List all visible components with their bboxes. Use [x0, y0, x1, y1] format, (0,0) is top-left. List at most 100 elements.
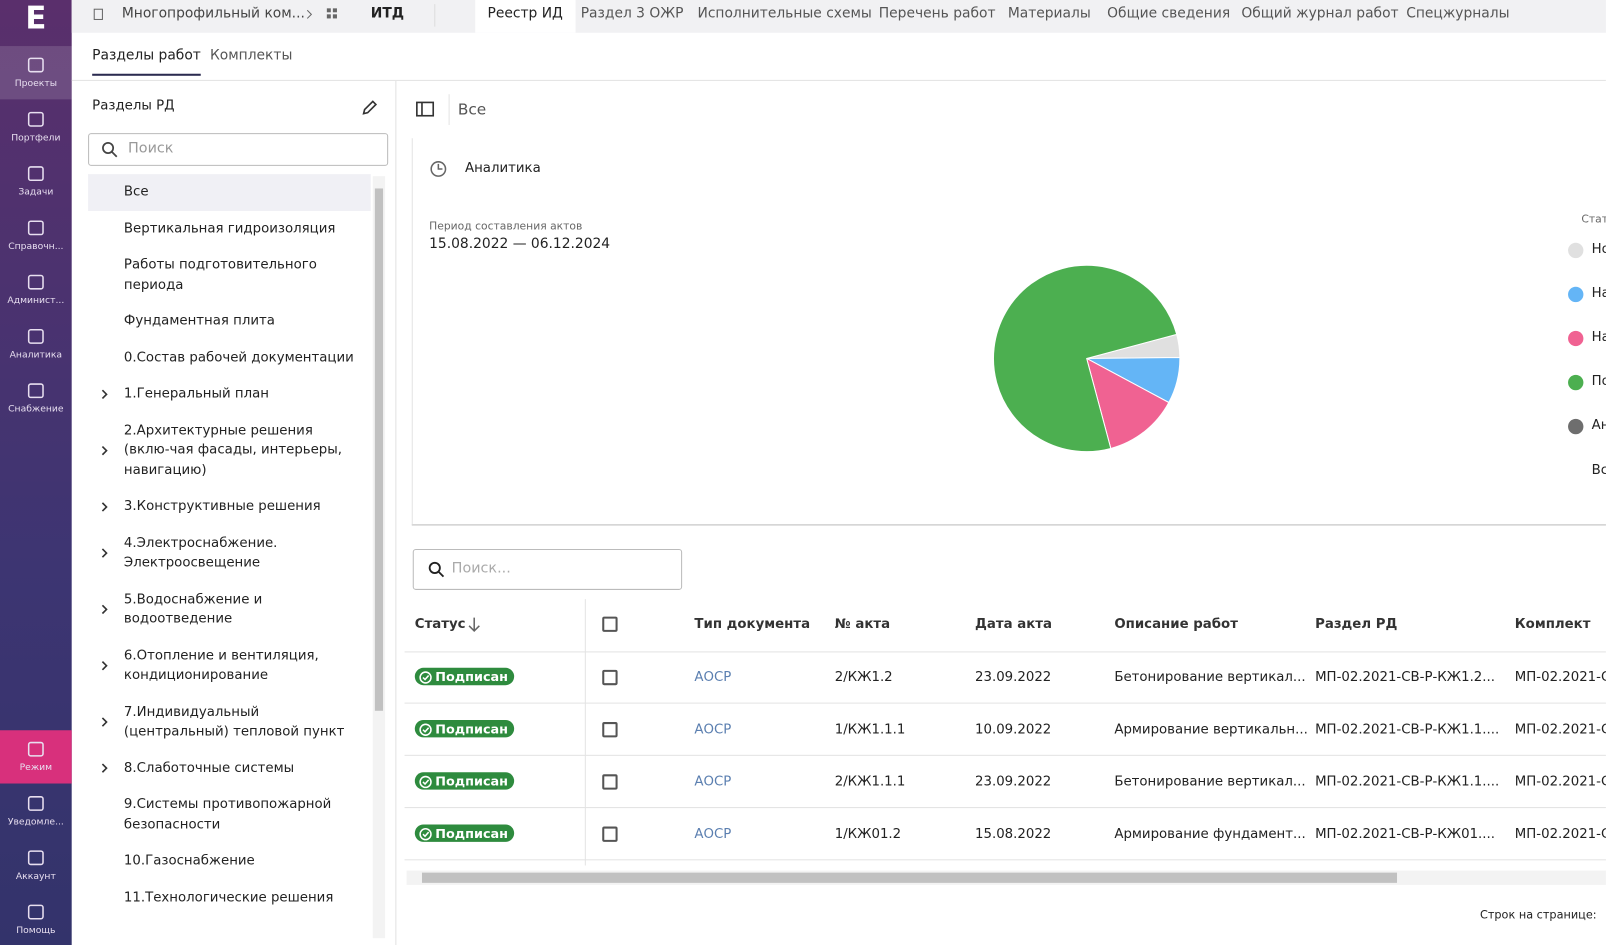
pie-slice[interactable]	[1085, 357, 1170, 450]
row-checkbox[interactable]	[602, 669, 618, 686]
scroll-thumb[interactable]	[421, 872, 1398, 883]
expand-chevron[interactable]	[98, 388, 110, 400]
column-header[interactable]: Статус	[414, 616, 466, 632]
select-all[interactable]	[602, 616, 618, 632]
section-item[interactable]: 1.Генеральный план	[88, 376, 371, 412]
row-checkbox[interactable]	[602, 774, 618, 790]
section-label: 11.Технологические решения	[123, 889, 334, 905]
row-checkbox[interactable]	[602, 722, 618, 738]
pie-slice[interactable]	[993, 264, 1178, 453]
expand-chevron[interactable]	[98, 660, 110, 672]
expand-chevron[interactable]	[98, 762, 110, 774]
section-item[interactable]: Вертикальная гидроизоляция	[88, 210, 371, 246]
cell-text: 1/КЖ1.1.1	[834, 722, 906, 738]
scroll-thumb[interactable]	[374, 188, 384, 711]
expand-chevron[interactable]	[98, 603, 110, 615]
expand-chevron[interactable]	[98, 547, 110, 559]
chevron-shape	[101, 604, 108, 615]
nav-item[interactable]: Портфели	[0, 100, 72, 153]
left-panel-title: Разделы РД	[92, 98, 175, 114]
section-item[interactable]: 5.Водоснабжение и водоотведение	[88, 581, 371, 637]
edit-button[interactable]	[361, 98, 379, 116]
nav-item[interactable]: Админист...	[0, 263, 72, 316]
breadcrumb-item[interactable]: ИТД	[370, 5, 405, 22]
column-header[interactable]: № акта	[834, 616, 891, 632]
section-item[interactable]: 7.Индивидуальный (центральный) тепловой …	[88, 694, 371, 750]
section-item[interactable]: 6.Отопление и вентиляция, кондиционирова…	[88, 638, 371, 694]
document-link[interactable]: АОСР	[694, 826, 732, 842]
section-item[interactable]: 10.Газоснабжение	[88, 843, 371, 879]
row-checkbox[interactable]	[602, 826, 618, 842]
section-item[interactable]: 0.Состав рабочей документации	[88, 340, 371, 376]
icon-shape	[422, 779, 430, 786]
sub-tab[interactable]: Разделы работ	[92, 47, 201, 76]
chevron-shape	[101, 763, 108, 774]
nav-item[interactable]: Уведомле...	[0, 785, 72, 838]
section-item[interactable]: 4.Электроснабжение. Электроосвещение	[88, 525, 371, 581]
nav-item[interactable]: Помощь	[0, 893, 72, 945]
check-icon	[419, 671, 432, 684]
section-item[interactable]: Все	[88, 174, 371, 211]
column-header[interactable]: Комплект	[1514, 616, 1591, 632]
cell-text: МП-02.2021-СВ-Р-КЖ01....	[1315, 826, 1495, 842]
top-tab[interactable]: Исполнительные схемы	[697, 5, 872, 22]
table-row[interactable]: Подписан АОСР 1/КЖ01.2 15.08.2022 Армировани…	[404, 808, 1606, 861]
icon-shape	[419, 828, 432, 841]
nav-item[interactable]: Задачи	[0, 155, 72, 208]
status-text: Подписан	[435, 668, 509, 685]
section-label: Вертикальная гидроизоляция	[123, 220, 336, 237]
left-search[interactable]: Поиск	[88, 133, 389, 166]
scrollbar[interactable]	[372, 176, 386, 939]
top-tab[interactable]: Материалы	[1007, 5, 1091, 22]
nav-item[interactable]: Проекты	[0, 46, 72, 100]
nav-item[interactable]: Режим	[0, 730, 72, 784]
nav-item[interactable]: Аккаунт	[0, 839, 72, 892]
table-row[interactable]: Подписан АОСР 1/КЖ1.1.1 10.09.2022 Армирован…	[404, 704, 1606, 756]
top-tab[interactable]: Раздел 3 ОЖР	[580, 5, 684, 22]
expand-chevron[interactable]	[98, 716, 110, 728]
top-tab[interactable]: Реестр ИД	[475, 0, 576, 33]
document-link[interactable]: АОСР	[694, 774, 732, 790]
top-tab[interactable]: Спецжурналы	[1406, 5, 1510, 22]
legend-swatch	[1568, 330, 1584, 347]
document-link[interactable]: АОСР	[694, 722, 732, 738]
nav-item[interactable]: Справочн...	[0, 209, 72, 262]
expand-chevron[interactable]	[98, 501, 110, 513]
section-item[interactable]: 11.Технологические решения	[88, 879, 371, 915]
cell-text: 23.09.2022	[975, 774, 1052, 790]
nav-item[interactable]: Снабжение	[0, 372, 72, 425]
sub-tab[interactable]: Комплекты	[209, 47, 293, 64]
top-tab[interactable]: Перечень работ	[878, 5, 996, 22]
period-label: Период составления актов	[429, 220, 583, 233]
icon-shape	[419, 723, 432, 736]
table-row[interactable]: Подписан АОСР 2/КЖ1.1.1 23.09.2022 Бетониров…	[404, 756, 1606, 809]
sort-icon[interactable]	[468, 617, 480, 633]
section-label: 0.Состав рабочей документации	[123, 349, 354, 366]
document-link[interactable]: АОСР	[694, 669, 732, 686]
section-item[interactable]: Фундаментная плита	[88, 303, 371, 339]
breadcrumb-item[interactable]: Многопрофильный ком...	[121, 5, 305, 22]
icon-shape	[27, 274, 44, 290]
column-header[interactable]: Тип документа	[694, 616, 811, 632]
top-tab[interactable]: Общий журнал работ	[1241, 5, 1399, 22]
table-search[interactable]: Поиск...	[412, 548, 683, 590]
section-item[interactable]: 8.Слаботочные системы	[88, 750, 371, 786]
h-scrollbar[interactable]	[406, 870, 1606, 885]
expand-chevron[interactable]	[98, 444, 110, 456]
table-row[interactable]: Подписан АОСР 2/КЖ1.2 23.09.2022 Бетонирован…	[404, 651, 1606, 704]
panel-toggle[interactable]	[416, 101, 435, 117]
section-item[interactable]: 2.Архитектурные решения (вклю-чая фасады…	[88, 412, 371, 488]
section-item[interactable]: 9.Системы противопожарной безопасности	[88, 787, 371, 843]
section-item[interactable]: 3.Конструктивные решения	[88, 489, 371, 525]
nav-icon	[27, 796, 44, 811]
column-header[interactable]: Раздел РД	[1315, 616, 1398, 632]
nav-item[interactable]: Аналитика	[0, 318, 72, 371]
top-tab[interactable]: Общие сведения	[1107, 5, 1231, 22]
column-header[interactable]: Дата акта	[975, 616, 1052, 632]
column-header[interactable]: Описание работ	[1114, 616, 1238, 632]
section-item[interactable]: Работы подготовительного периода	[88, 247, 371, 303]
view-label: Все	[457, 100, 487, 119]
logo[interactable]: E	[25, 1, 47, 37]
